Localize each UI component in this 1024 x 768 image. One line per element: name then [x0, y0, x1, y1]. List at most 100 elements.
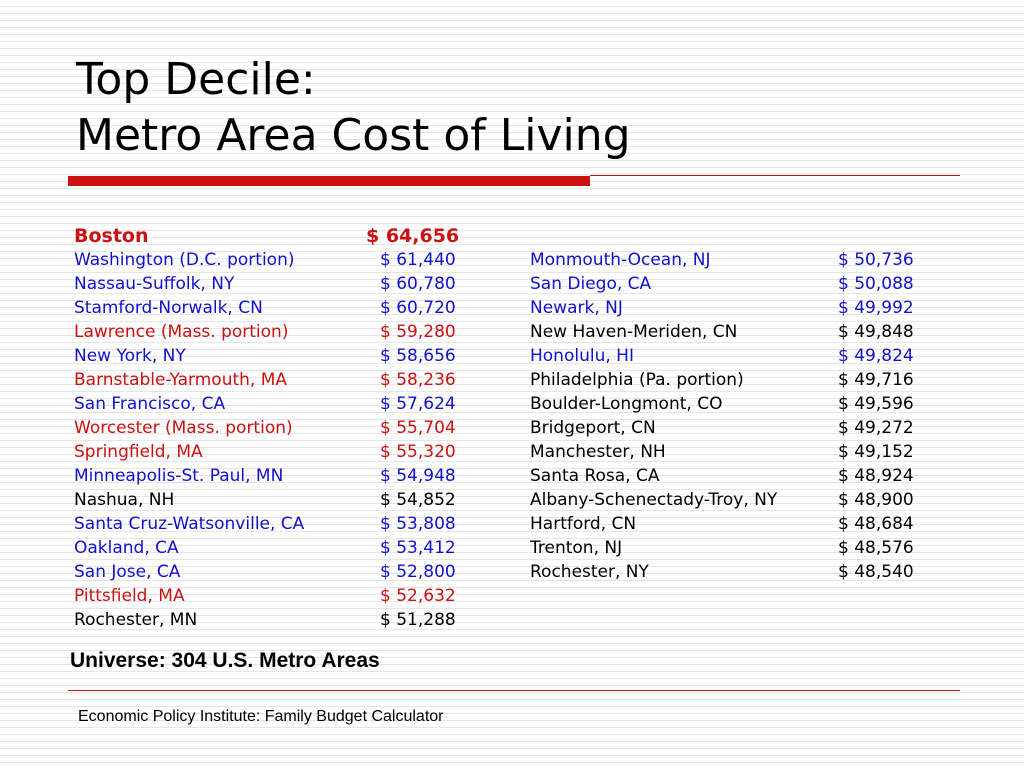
cost-value: $ 49,824 — [838, 346, 914, 366]
metro-row: Manchester, NH $ 49,152 — [530, 440, 950, 464]
metro-name: Manchester, NH — [530, 442, 666, 462]
metro-name: Newark, NJ — [530, 298, 623, 318]
metro-row: Boston $ 64,656 — [74, 224, 494, 248]
slide-title: Top Decile: Metro Area Cost of Living — [76, 52, 631, 164]
metro-row: Pittsfield, MA $ 52,632 — [74, 584, 494, 608]
cost-value: $ 54,948 — [380, 466, 456, 486]
metro-row: Albany-Schenectady-Troy, NY $ 48,900 — [530, 488, 950, 512]
cost-value: $ 53,412 — [380, 538, 456, 558]
metro-name: Philadelphia (Pa. portion) — [530, 370, 744, 390]
metro-name: Albany-Schenectady-Troy, NY — [530, 490, 778, 510]
metro-row: Hartford, CN $ 48,684 — [530, 512, 950, 536]
metro-row: Springfield, MA $ 55,320 — [74, 440, 494, 464]
cost-value: $ 54,852 — [380, 490, 456, 510]
metro-name: Rochester, MN — [74, 610, 198, 630]
metro-row: Santa Rosa, CA $ 48,924 — [530, 464, 950, 488]
metro-name: Boston — [74, 225, 149, 247]
metro-name: Minneapolis-St. Paul, MN — [74, 466, 284, 486]
metro-name: Washington (D.C. portion) — [74, 250, 295, 270]
metro-name: Nashua, NH — [74, 490, 175, 510]
metro-name: Nassau-Suffolk, NY — [74, 274, 235, 294]
cost-value: $ 53,808 — [380, 514, 456, 534]
title-underline-line — [590, 175, 960, 176]
cost-value: $ 58,656 — [380, 346, 456, 366]
bottom-divider — [68, 690, 960, 691]
cost-value: $ 52,800 — [380, 562, 456, 582]
metro-row: Santa Cruz-Watsonville, CA $ 53,808 — [74, 512, 494, 536]
metro-name: Trenton, NJ — [530, 538, 623, 558]
metro-list-right: Monmouth-Ocean, NJ $ 50,736 San Diego, CA $… — [530, 248, 950, 584]
metro-name: San Francisco, CA — [74, 394, 226, 414]
universe-note: Universe: 304 U.S. Metro Areas — [70, 649, 380, 672]
cost-value: $ 48,540 — [838, 562, 914, 582]
cost-value: $ 50,736 — [838, 250, 914, 270]
metro-name: New Haven-Meriden, CN — [530, 322, 738, 342]
metro-name: Honolulu, HI — [530, 346, 634, 366]
cost-value: $ 61,440 — [380, 250, 456, 270]
metro-name: San Diego, CA — [530, 274, 652, 294]
cost-value: $ 52,632 — [380, 586, 456, 606]
cost-value: $ 48,924 — [838, 466, 914, 486]
metro-row: Rochester, MN $ 51,288 — [74, 608, 494, 632]
metro-name: Worcester (Mass. portion) — [74, 418, 293, 438]
cost-value: $ 49,152 — [838, 442, 914, 462]
metro-row: Lawrence (Mass. portion) $ 59,280 — [74, 320, 494, 344]
cost-value: $ 49,716 — [838, 370, 914, 390]
metro-row: Washington (D.C. portion) $ 61,440 — [74, 248, 494, 272]
metro-name: Oakland, CA — [74, 538, 179, 558]
source-citation: Economic Policy Institute: Family Budget… — [78, 708, 444, 725]
cost-value: $ 64,656 — [366, 225, 460, 247]
cost-value: $ 55,704 — [380, 418, 456, 438]
cost-value: $ 59,280 — [380, 322, 456, 342]
metro-row: San Diego, CA $ 50,088 — [530, 272, 950, 296]
cost-value: $ 48,576 — [838, 538, 914, 558]
title-line-2: Metro Area Cost of Living — [76, 110, 631, 161]
metro-row: Rochester, NY $ 48,540 — [530, 560, 950, 584]
metro-row: Newark, NJ $ 49,992 — [530, 296, 950, 320]
metro-row: New York, NY $ 58,656 — [74, 344, 494, 368]
metro-name: Barnstable-Yarmouth, MA — [74, 370, 288, 390]
metro-row: San Jose, CA $ 52,800 — [74, 560, 494, 584]
cost-value: $ 49,992 — [838, 298, 914, 318]
metro-row: Bridgeport, CN $ 49,272 — [530, 416, 950, 440]
metro-row: Stamford-Norwalk, CN $ 60,720 — [74, 296, 494, 320]
metro-name: Boulder-Longmont, CO — [530, 394, 723, 414]
cost-value: $ 49,272 — [838, 418, 914, 438]
metro-row: Worcester (Mass. portion) $ 55,704 — [74, 416, 494, 440]
metro-row: Oakland, CA $ 53,412 — [74, 536, 494, 560]
metro-name: Springfield, MA — [74, 442, 203, 462]
cost-value: $ 48,684 — [838, 514, 914, 534]
cost-value: $ 60,720 — [380, 298, 456, 318]
metro-row: Minneapolis-St. Paul, MN $ 54,948 — [74, 464, 494, 488]
metro-row: Nassau-Suffolk, NY $ 60,780 — [74, 272, 494, 296]
metro-name: Santa Rosa, CA — [530, 466, 660, 486]
metro-name: Monmouth-Ocean, NJ — [530, 250, 711, 270]
cost-value: $ 58,236 — [380, 370, 456, 390]
cost-value: $ 50,088 — [838, 274, 914, 294]
title-line-1: Top Decile: — [76, 54, 316, 105]
metro-row: Boulder-Longmont, CO $ 49,596 — [530, 392, 950, 416]
metro-row: San Francisco, CA $ 57,624 — [74, 392, 494, 416]
cost-value: $ 49,596 — [838, 394, 914, 414]
cost-value: $ 48,900 — [838, 490, 914, 510]
metro-name: Bridgeport, CN — [530, 418, 656, 438]
metro-name: Hartford, CN — [530, 514, 637, 534]
metro-name: Santa Cruz-Watsonville, CA — [74, 514, 305, 534]
metro-row: Barnstable-Yarmouth, MA $ 58,236 — [74, 368, 494, 392]
metro-name: San Jose, CA — [74, 562, 181, 582]
metro-list-left: Boston $ 64,656 Washington (D.C. portion) $… — [74, 224, 494, 632]
metro-name: Stamford-Norwalk, CN — [74, 298, 263, 318]
metro-row: Monmouth-Ocean, NJ $ 50,736 — [530, 248, 950, 272]
cost-value: $ 60,780 — [380, 274, 456, 294]
metro-row: Philadelphia (Pa. portion) $ 49,716 — [530, 368, 950, 392]
cost-value: $ 49,848 — [838, 322, 914, 342]
title-underline-bar — [68, 176, 590, 186]
metro-name: New York, NY — [74, 346, 186, 366]
metro-row: Trenton, NJ $ 48,576 — [530, 536, 950, 560]
metro-row: New Haven-Meriden, CN $ 49,848 — [530, 320, 950, 344]
metro-name: Lawrence (Mass. portion) — [74, 322, 289, 342]
cost-value: $ 55,320 — [380, 442, 456, 462]
metro-row: Honolulu, HI $ 49,824 — [530, 344, 950, 368]
cost-value: $ 57,624 — [380, 394, 456, 414]
metro-name: Pittsfield, MA — [74, 586, 185, 606]
